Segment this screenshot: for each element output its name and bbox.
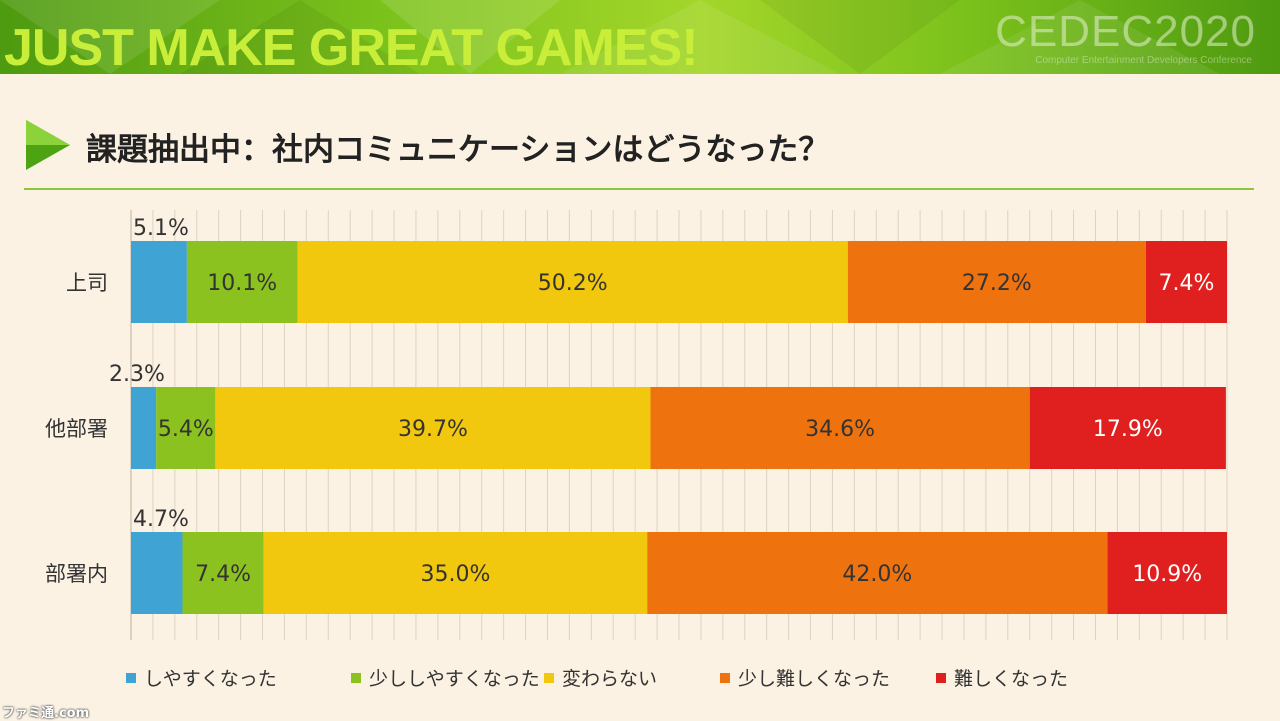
tagline: JUST MAKE GREAT GAMES! — [4, 19, 699, 74]
brand-subtitle: Computer Entertainment Developers Confer… — [1035, 55, 1252, 66]
legend-label: 少し難しくなった — [738, 668, 891, 690]
play-arrow-icon — [26, 120, 70, 170]
bar-segment — [650, 387, 1030, 469]
slide-title: 課題抽出中：社内コミュニケーションはどうなった？ — [86, 132, 830, 168]
bar-segment — [131, 241, 187, 323]
title-divider — [24, 188, 1254, 190]
data-label: 42.0% — [842, 562, 912, 587]
watermark: ファミ通.com — [2, 706, 90, 721]
bar-segment — [847, 241, 1146, 323]
bar-segment — [1029, 387, 1226, 469]
legend-swatch — [936, 672, 946, 683]
bar-segment — [131, 532, 183, 614]
data-label: 5.4% — [158, 417, 214, 442]
data-label: 4.7% — [133, 507, 189, 532]
bar-segment — [263, 532, 648, 614]
legend-swatch — [126, 672, 136, 683]
brand-logo: CEDEC2020 — [995, 7, 1256, 56]
chart-legend: しやすくなった 少ししやすくなった 変わらない 少し難しくなった 難しくなった — [126, 664, 1136, 691]
legend-label: しやすくなった — [144, 668, 277, 690]
legend-label: 変わらない — [562, 668, 658, 690]
legend-swatch — [720, 672, 730, 683]
legend-item: 少し難しくなった — [720, 664, 936, 691]
legend-item: 変わらない — [544, 664, 720, 691]
data-label: 10.1% — [207, 271, 277, 296]
data-label: 7.4% — [1158, 271, 1214, 296]
data-label: 2.3% — [109, 362, 165, 387]
banner-pattern — [0, 0, 1220, 74]
bar-segment — [297, 241, 848, 323]
bar-segment — [1107, 532, 1227, 614]
data-label: 35.0% — [420, 562, 490, 587]
bar-segment — [647, 532, 1108, 614]
category-label: 上司 — [66, 271, 108, 295]
bar-segment — [1145, 241, 1227, 323]
legend-item: 難しくなった — [936, 664, 1136, 691]
category-label: 他部署 — [45, 417, 108, 441]
data-label: 34.6% — [805, 417, 875, 442]
category-label: 部署内 — [45, 562, 108, 586]
bar-segment — [156, 387, 216, 469]
data-label: 39.7% — [398, 417, 468, 442]
data-label: 50.2% — [538, 271, 608, 296]
legend-label: 少ししやすくなった — [369, 668, 540, 690]
bar-segment — [186, 241, 298, 323]
data-label: 5.1% — [133, 216, 189, 241]
bar-segment — [131, 387, 157, 469]
data-label: 17.9% — [1093, 417, 1163, 442]
legend-swatch — [544, 672, 554, 683]
legend-item: しやすくなった — [126, 664, 351, 691]
data-label: 10.9% — [1132, 562, 1202, 587]
legend-swatch — [351, 672, 361, 683]
data-label: 7.4% — [195, 562, 251, 587]
legend-label: 難しくなった — [954, 668, 1069, 690]
bar-segment — [182, 532, 264, 614]
bar-segment — [215, 387, 651, 469]
slide-title-area: 課題抽出中：社内コミュニケーションはどうなった？ — [24, 112, 1254, 192]
header-banner: JUST MAKE GREAT GAMES! CEDEC2020 Compute… — [0, 0, 1280, 74]
data-label: 27.2% — [962, 271, 1032, 296]
legend-item: 少ししやすくなった — [351, 664, 544, 691]
